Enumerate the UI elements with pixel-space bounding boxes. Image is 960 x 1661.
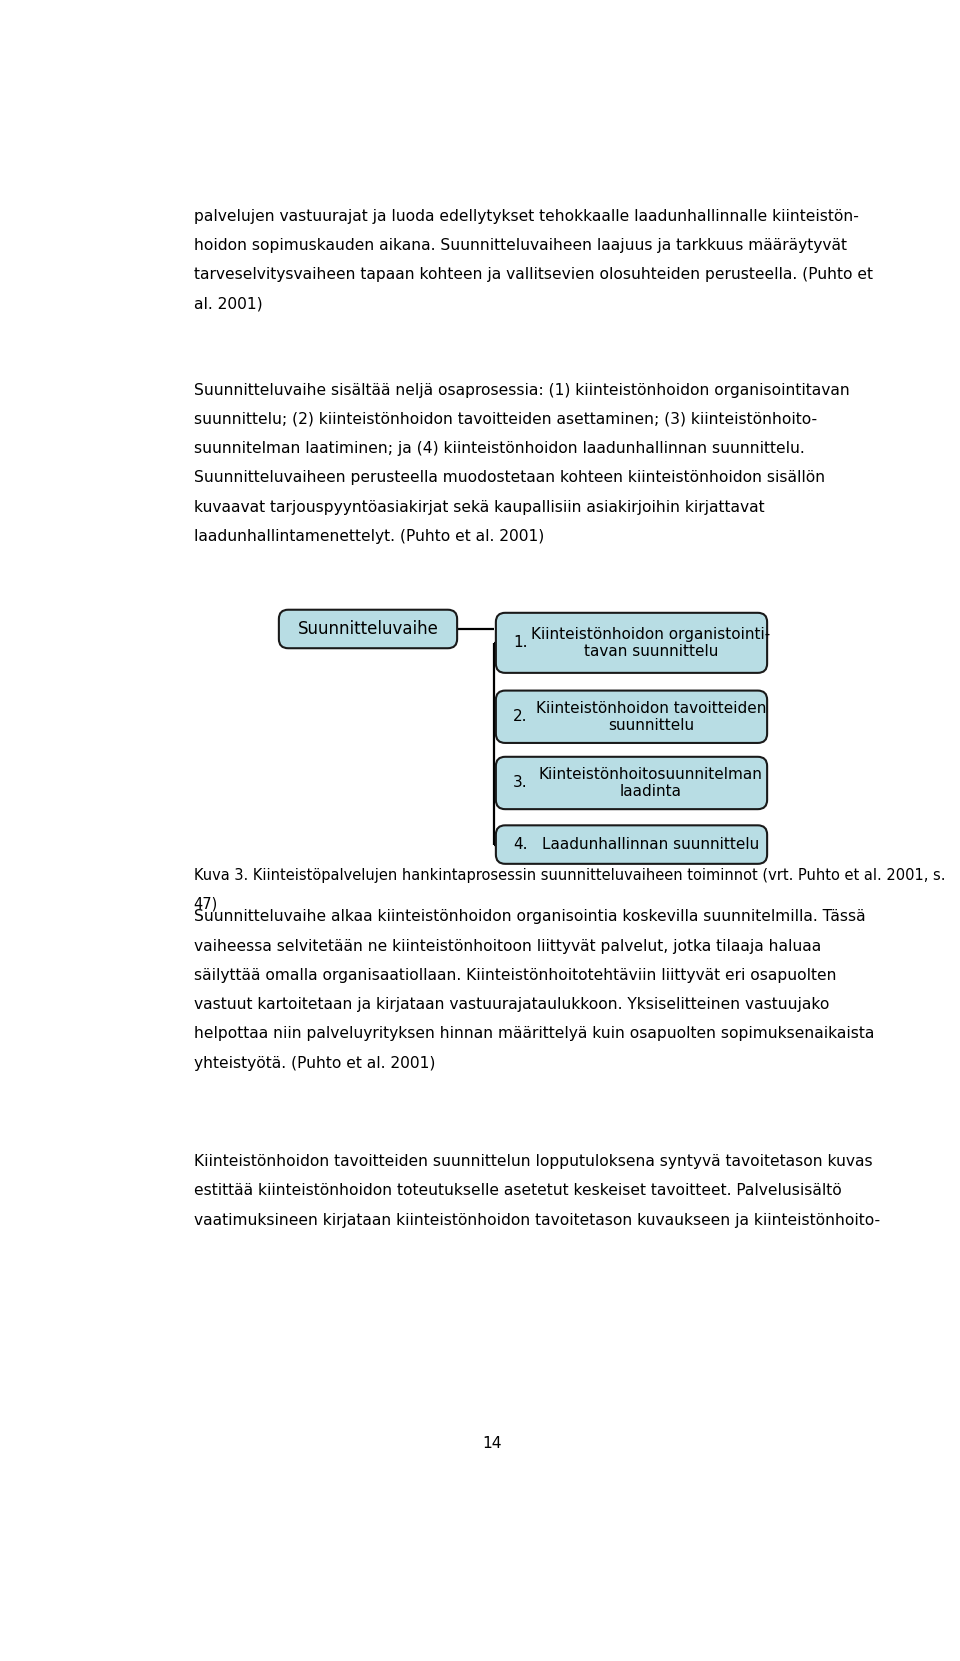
Text: Kiinteistönhoidon tavoitteiden
suunnittelu: Kiinteistönhoidon tavoitteiden suunnitte… [536,701,766,733]
Text: 2.: 2. [513,709,527,724]
FancyBboxPatch shape [278,610,457,648]
Text: estittää kiinteistönhoidon toteutukselle asetetut keskeiset tavoitteet. Palvelus: estittää kiinteistönhoidon toteutukselle… [194,1183,841,1198]
Text: Suunnitteluvaihe sisältää neljä osaprosessia: (1) kiinteistönhoidon organisointi: Suunnitteluvaihe sisältää neljä osaprose… [194,382,850,397]
Text: säilyttää omalla organisaatiollaan. Kiinteistönhoitotehtäviin liittyvät eri osap: säilyttää omalla organisaatiollaan. Kiin… [194,968,836,983]
Text: kuvaavat tarjouspyyntöasiakirjat sekä kaupallisiin asiakirjoihin kirjattavat: kuvaavat tarjouspyyntöasiakirjat sekä ka… [194,500,764,515]
Text: al. 2001): al. 2001) [194,296,262,311]
Text: Kiinteistönhoidon tavoitteiden suunnittelun lopputuloksena syntyvä tavoitetason : Kiinteistönhoidon tavoitteiden suunnitte… [194,1154,873,1169]
Text: 14: 14 [482,1437,502,1452]
Text: Laadunhallinnan suunnittelu: Laadunhallinnan suunnittelu [542,837,759,852]
Text: suunnittelu; (2) kiinteistönhoidon tavoitteiden asettaminen; (3) kiinteistönhoit: suunnittelu; (2) kiinteistönhoidon tavoi… [194,412,817,427]
Text: Kiinteistönhoidon organistointi-
tavan suunnittelu: Kiinteistönhoidon organistointi- tavan s… [531,626,771,659]
Text: tarveselvitysvaiheen tapaan kohteen ja vallitsevien olosuhteiden perusteella. (P: tarveselvitysvaiheen tapaan kohteen ja v… [194,267,873,282]
FancyBboxPatch shape [496,691,767,742]
Text: Kiinteistönhoitosuunnitelman
laadinta: Kiinteistönhoitosuunnitelman laadinta [539,767,763,799]
Text: vaiheessa selvitetään ne kiinteistönhoitoon liittyvät palvelut, jotka tilaaja ha: vaiheessa selvitetään ne kiinteistönhoit… [194,938,821,953]
Text: 4.: 4. [513,837,527,852]
Text: hoidon sopimuskauden aikana. Suunnitteluvaiheen laajuus ja tarkkuus määräytyvät: hoidon sopimuskauden aikana. Suunnittelu… [194,238,847,252]
Text: vastuut kartoitetaan ja kirjataan vastuurajataulukkoon. Yksiselitteinen vastuuja: vastuut kartoitetaan ja kirjataan vastuu… [194,997,829,1012]
FancyBboxPatch shape [496,826,767,864]
Text: helpottaa niin palveluyrityksen hinnan määrittelyä kuin osapuolten sopimuksenaik: helpottaa niin palveluyrityksen hinnan m… [194,1026,874,1041]
Text: suunnitelman laatiminen; ja (4) kiinteistönhoidon laadunhallinnan suunnittelu.: suunnitelman laatiminen; ja (4) kiinteis… [194,442,804,457]
FancyBboxPatch shape [496,757,767,809]
Text: laadunhallintamenettelyt. (Puhto et al. 2001): laadunhallintamenettelyt. (Puhto et al. … [194,528,544,543]
Text: 47): 47) [194,897,218,912]
Text: Suunnitteluvaiheen perusteella muodostetaan kohteen kiinteistönhoidon sisällön: Suunnitteluvaiheen perusteella muodostet… [194,470,825,485]
Text: 1.: 1. [513,636,527,651]
Text: Suunnitteluvaihe: Suunnitteluvaihe [298,620,439,638]
Text: yhteistyötä. (Puhto et al. 2001): yhteistyötä. (Puhto et al. 2001) [194,1055,435,1071]
Text: vaatimuksineen kirjataan kiinteistönhoidon tavoitetason kuvaukseen ja kiinteistö: vaatimuksineen kirjataan kiinteistönhoid… [194,1213,879,1227]
Text: Kuva 3. Kiinteistöpalvelujen hankintaprosessin suunnitteluvaiheen toiminnot (vrt: Kuva 3. Kiinteistöpalvelujen hankintapro… [194,867,946,882]
FancyBboxPatch shape [496,613,767,673]
Text: Suunnitteluvaihe alkaa kiinteistönhoidon organisointia koskevilla suunnitelmilla: Suunnitteluvaihe alkaa kiinteistönhoidon… [194,909,865,924]
Text: palvelujen vastuurajat ja luoda edellytykset tehokkaalle laadunhallinnalle kiint: palvelujen vastuurajat ja luoda edellyty… [194,209,858,224]
Text: 3.: 3. [513,776,528,791]
